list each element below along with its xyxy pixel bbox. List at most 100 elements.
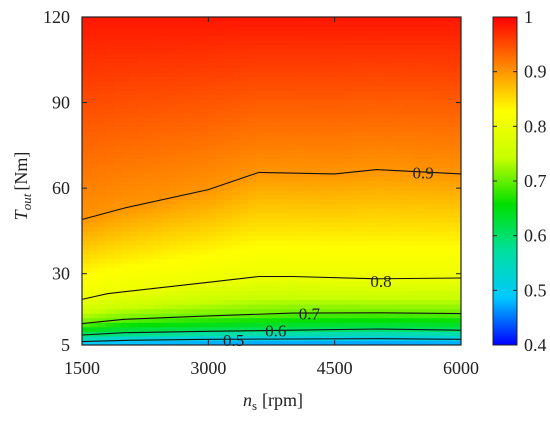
heatmap-cell bbox=[216, 35, 225, 41]
heatmap-cell bbox=[208, 317, 217, 323]
heatmap-cell bbox=[445, 340, 454, 345]
heatmap-cell bbox=[232, 140, 241, 146]
heatmap-cell bbox=[247, 299, 257, 305]
heatmap-cell bbox=[129, 112, 138, 118]
heatmap-cell bbox=[413, 58, 423, 64]
heatmap-cell bbox=[405, 231, 415, 237]
heatmap-cell bbox=[216, 272, 225, 278]
heatmap-cell bbox=[342, 240, 352, 246]
heatmap-cell bbox=[413, 167, 423, 173]
heatmap-cell bbox=[192, 140, 202, 146]
heatmap-cell bbox=[247, 212, 257, 219]
heatmap-cell bbox=[382, 176, 391, 182]
heatmap-cell bbox=[208, 130, 217, 137]
heatmap-cell bbox=[113, 244, 123, 250]
heatmap-cell bbox=[421, 290, 431, 296]
heatmap-cell bbox=[208, 244, 217, 250]
heatmap-cell bbox=[168, 240, 178, 246]
heatmap-cell bbox=[129, 103, 138, 109]
heatmap-cell bbox=[255, 149, 265, 155]
heatmap-cell bbox=[129, 58, 138, 64]
heatmap-cell bbox=[153, 48, 162, 55]
heatmap-cell bbox=[310, 58, 320, 64]
heatmap-cell bbox=[389, 126, 399, 132]
heatmap-cell bbox=[334, 53, 344, 59]
heatmap-cell bbox=[429, 313, 438, 319]
heatmap-cell bbox=[208, 281, 217, 287]
heatmap-cell bbox=[97, 208, 107, 214]
heatmap-cell bbox=[389, 135, 399, 141]
heatmap-cell bbox=[342, 281, 352, 287]
heatmap-cell bbox=[200, 121, 209, 127]
heatmap-cell bbox=[429, 99, 438, 105]
heatmap-cell bbox=[303, 167, 312, 173]
heatmap-cell bbox=[413, 299, 423, 305]
heatmap-cell bbox=[129, 121, 138, 127]
heatmap-cell bbox=[382, 190, 391, 196]
heatmap-cell bbox=[89, 253, 99, 260]
heatmap-cell bbox=[232, 121, 241, 127]
heatmap-cell bbox=[208, 58, 217, 64]
heatmap-cell bbox=[232, 94, 241, 100]
heatmap-cell bbox=[374, 130, 383, 137]
heatmap-cell bbox=[247, 208, 257, 214]
heatmap-cell bbox=[184, 212, 194, 219]
heatmap-cell bbox=[405, 203, 415, 209]
heatmap-cell bbox=[97, 108, 107, 114]
heatmap-cell bbox=[350, 235, 359, 241]
heatmap-cell bbox=[208, 181, 217, 187]
heatmap-cell bbox=[184, 108, 194, 114]
heatmap-cell bbox=[255, 103, 265, 109]
heatmap-cell bbox=[121, 331, 130, 337]
heatmap-cell bbox=[121, 167, 130, 173]
heatmap-cell bbox=[445, 17, 454, 23]
heatmap-cell bbox=[200, 67, 209, 73]
heatmap-cell bbox=[82, 167, 91, 173]
heatmap-cell bbox=[208, 263, 217, 269]
heatmap-cell bbox=[389, 158, 399, 164]
heatmap-cell bbox=[334, 158, 344, 164]
heatmap-cell bbox=[405, 253, 415, 260]
heatmap-cell bbox=[326, 39, 336, 45]
heatmap-cell bbox=[200, 140, 209, 146]
y-tick-label: 90 bbox=[52, 93, 70, 113]
heatmap-cell bbox=[89, 48, 99, 55]
heatmap-cell bbox=[389, 67, 399, 73]
heatmap-cell bbox=[200, 167, 209, 173]
heatmap-cell bbox=[342, 212, 352, 219]
heatmap-cell bbox=[82, 276, 91, 282]
heatmap-cell bbox=[413, 144, 423, 150]
heatmap-cell bbox=[232, 217, 241, 223]
heatmap-cell bbox=[239, 117, 249, 123]
heatmap-cell bbox=[232, 26, 241, 32]
heatmap-cell bbox=[413, 304, 423, 310]
heatmap-cell bbox=[429, 112, 438, 118]
heatmap-cell bbox=[310, 308, 320, 314]
heatmap-cell bbox=[413, 99, 423, 105]
heatmap-cell bbox=[453, 240, 461, 246]
heatmap-cell bbox=[326, 322, 336, 328]
heatmap-cell bbox=[413, 48, 423, 55]
heatmap-cell bbox=[82, 335, 91, 342]
heatmap-cell bbox=[121, 94, 130, 100]
heatmap-cell bbox=[366, 53, 375, 59]
heatmap-cell bbox=[413, 267, 423, 273]
heatmap-cell bbox=[279, 99, 288, 105]
heatmap-cell bbox=[318, 121, 328, 127]
heatmap-cell bbox=[374, 294, 383, 301]
heatmap-cell bbox=[184, 17, 194, 23]
heatmap-cell bbox=[413, 17, 423, 23]
heatmap-cell bbox=[358, 258, 367, 264]
heatmap-cell bbox=[137, 48, 146, 55]
heatmap-cell bbox=[295, 26, 304, 32]
heatmap-cell bbox=[397, 285, 407, 291]
heatmap-cell bbox=[82, 235, 91, 241]
heatmap-cell bbox=[334, 39, 344, 45]
heatmap-cell bbox=[318, 94, 328, 100]
heatmap-cell bbox=[105, 167, 115, 173]
heatmap-cell bbox=[176, 30, 186, 36]
heatmap-cell bbox=[453, 108, 461, 114]
heatmap-cell bbox=[350, 181, 359, 187]
heatmap-cell bbox=[82, 99, 91, 105]
